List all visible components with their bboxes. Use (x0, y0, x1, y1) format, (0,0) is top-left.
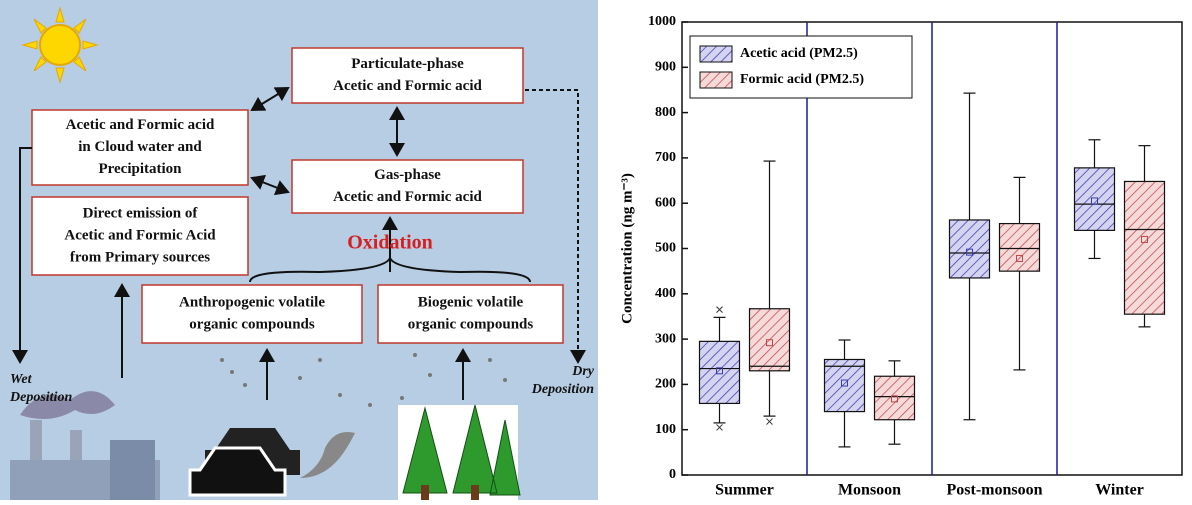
node-label: Anthropogenic volatile (179, 294, 325, 310)
y-tick-label: 700 (655, 150, 676, 165)
wet-deposition-label: Wet (10, 372, 33, 387)
legend-swatch (699, 71, 733, 89)
box (873, 375, 916, 421)
node-label: in Cloud water and (78, 139, 202, 155)
tree-icon (398, 404, 521, 500)
box (823, 358, 866, 413)
y-tick-label: 1000 (648, 14, 676, 29)
mean-marker (891, 395, 898, 403)
node-box (291, 159, 524, 214)
legend-label: Formic acid (PM2.5) (740, 72, 864, 87)
node-label: Acetic and Formic Acid (64, 227, 216, 243)
box (998, 222, 1041, 272)
x-tick-label: Monsoon (838, 482, 901, 499)
node-label: Particulate-phase (351, 56, 464, 72)
dry-deposition-label: Dry (571, 364, 595, 379)
node-box (377, 284, 564, 344)
node-label: Precipitation (98, 161, 182, 177)
node-label: Direct emission of (83, 205, 199, 221)
mean-marker (766, 339, 773, 347)
y-tick-label: 100 (655, 422, 676, 437)
node-texts: Particulate-phase Acetic and Formic acid A… (64, 56, 533, 333)
mean-marker (966, 248, 973, 256)
wet-deposition-label: Deposition (9, 390, 72, 405)
node-box (31, 109, 249, 186)
mean-marker (841, 379, 848, 387)
chart: 0 100 200 300 400 500 600 700 800 900 1000 Concentr… (619, 14, 1183, 499)
node-box (31, 196, 249, 276)
node-label: Acetic and Formic acid (333, 189, 482, 205)
outlier (766, 418, 773, 425)
legend-label: Acetic acid (PM2.5) (740, 46, 858, 61)
box (1073, 167, 1116, 231)
legend-swatch (699, 45, 733, 63)
node-label: organic compounds (408, 316, 534, 332)
node-label: from Primary sources (70, 249, 210, 265)
y-tick-label: 0 (669, 467, 676, 482)
factory-icon (10, 391, 160, 500)
box (698, 340, 741, 405)
sun-icon (21, 6, 99, 84)
mean-marker (1141, 235, 1148, 243)
y-tick-label: 900 (655, 60, 676, 75)
outlier (716, 306, 723, 314)
particle-dots (220, 353, 507, 407)
arrows (12, 86, 586, 400)
dry-deposition-label: Deposition (531, 382, 594, 397)
box (1123, 180, 1166, 315)
node-label: organic compounds (189, 316, 315, 332)
oxidation-label: Oxidation (347, 232, 433, 254)
mean-marker (716, 367, 723, 375)
y-tick-label: 300 (655, 331, 676, 346)
mean-marker (1091, 197, 1098, 205)
car-icon (188, 428, 355, 497)
node-box (291, 47, 524, 104)
outlier (716, 424, 723, 431)
node-label: Gas-phase (374, 167, 441, 183)
y-tick-label: 600 (655, 195, 676, 210)
y-axis-label: Concentration (ng m⁻³) (619, 173, 635, 324)
y-tick-label: 800 (655, 105, 676, 120)
node-label: Acetic and Formic acid (333, 78, 482, 94)
node-label: Acetic and Formic acid (66, 117, 215, 133)
y-tick-label: 200 (655, 377, 676, 392)
y-tick-label: 500 (655, 241, 676, 256)
node-box (141, 284, 363, 344)
node-label: Biogenic volatile (418, 294, 524, 310)
x-tick-label: Post-monsoon (946, 482, 1042, 499)
node-boxes (31, 47, 564, 344)
mean-marker (1016, 254, 1023, 262)
y-tick-label: 400 (655, 286, 676, 301)
x-tick-label: Summer (715, 482, 774, 499)
x-tick-label: Winter (1095, 482, 1144, 499)
